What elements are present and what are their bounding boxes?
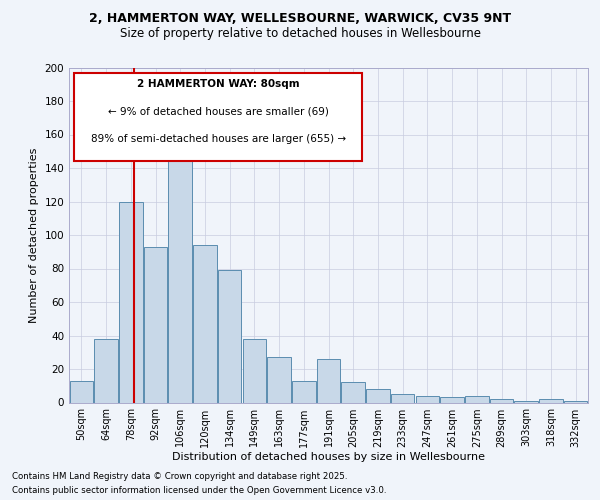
Text: 89% of semi-detached houses are larger (655) →: 89% of semi-detached houses are larger (… bbox=[91, 134, 346, 144]
Bar bbox=[193, 245, 217, 402]
X-axis label: Distribution of detached houses by size in Wellesbourne: Distribution of detached houses by size … bbox=[172, 452, 485, 462]
Text: ← 9% of detached houses are smaller (69): ← 9% of detached houses are smaller (69) bbox=[108, 106, 329, 116]
Bar bbox=[94, 339, 118, 402]
Bar bbox=[440, 398, 464, 402]
Bar bbox=[514, 401, 538, 402]
Bar bbox=[169, 126, 192, 402]
Bar bbox=[391, 394, 415, 402]
Bar bbox=[144, 246, 167, 402]
Text: Contains public sector information licensed under the Open Government Licence v3: Contains public sector information licen… bbox=[12, 486, 386, 495]
Bar bbox=[268, 358, 291, 403]
Bar bbox=[366, 389, 389, 402]
Bar bbox=[490, 399, 513, 402]
Bar bbox=[218, 270, 241, 402]
Text: Size of property relative to detached houses in Wellesbourne: Size of property relative to detached ho… bbox=[119, 28, 481, 40]
Bar bbox=[465, 396, 488, 402]
Bar bbox=[564, 401, 587, 402]
Bar bbox=[70, 380, 93, 402]
Text: 2, HAMMERTON WAY, WELLESBOURNE, WARWICK, CV35 9NT: 2, HAMMERTON WAY, WELLESBOURNE, WARWICK,… bbox=[89, 12, 511, 26]
Bar bbox=[341, 382, 365, 402]
Y-axis label: Number of detached properties: Number of detached properties bbox=[29, 148, 39, 322]
Bar bbox=[539, 399, 563, 402]
Bar bbox=[242, 339, 266, 402]
FancyBboxPatch shape bbox=[74, 72, 362, 162]
Bar bbox=[119, 202, 143, 402]
Bar bbox=[292, 380, 316, 402]
Bar bbox=[317, 359, 340, 403]
Text: 2 HAMMERTON WAY: 80sqm: 2 HAMMERTON WAY: 80sqm bbox=[137, 79, 299, 89]
Text: Contains HM Land Registry data © Crown copyright and database right 2025.: Contains HM Land Registry data © Crown c… bbox=[12, 472, 347, 481]
Bar bbox=[416, 396, 439, 402]
